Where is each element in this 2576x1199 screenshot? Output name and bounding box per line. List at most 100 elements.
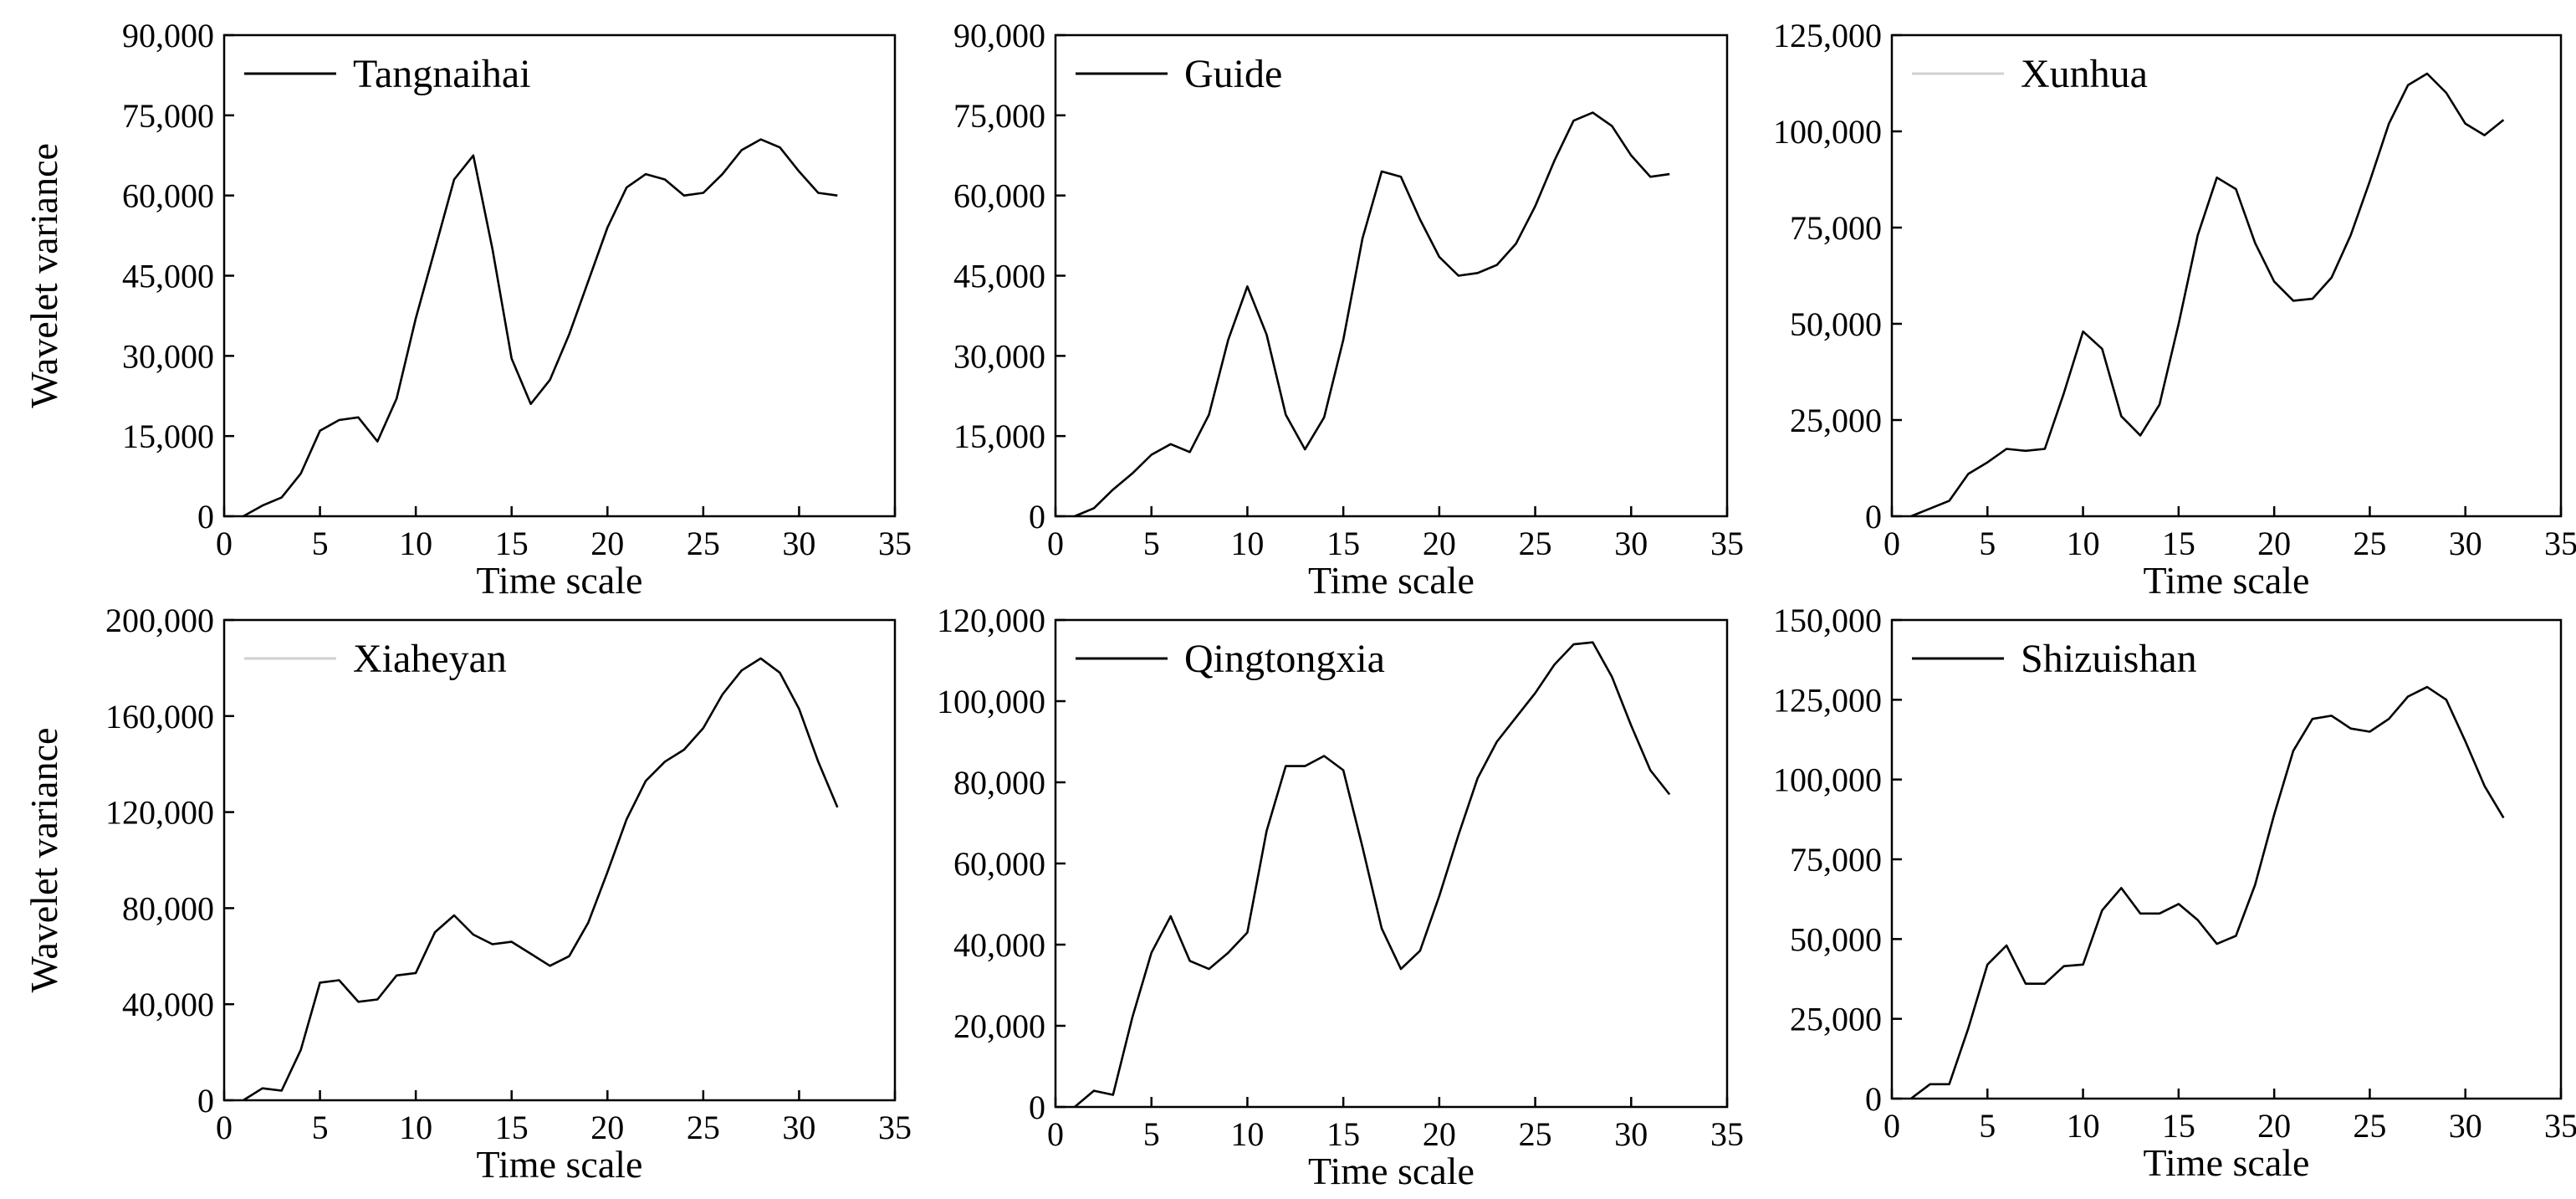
x-tick-label: 30 (782, 1109, 815, 1146)
y-tick-label: 0 (1865, 498, 1882, 535)
x-tick-label: 20 (590, 1109, 624, 1146)
x-tick-label: 30 (2449, 525, 2482, 562)
y-tick-label: 120,000 (937, 602, 1045, 639)
x-tick-label: 10 (2067, 1107, 2100, 1145)
x-axis-label: Time scale (1308, 559, 1475, 602)
x-tick-label: 30 (1614, 525, 1648, 562)
y-tick-label: 40,000 (953, 926, 1045, 964)
x-tick-label: 20 (2257, 525, 2291, 562)
y-tick-label: 20,000 (953, 1007, 1045, 1045)
x-tick-label: 5 (312, 1109, 329, 1146)
chart-panel-2: 0 5 10 15 20 25 30 35 0 15,000 30,000 45,000 60,000 7… (953, 17, 1744, 602)
x-tick-label: 30 (1614, 1115, 1648, 1153)
y-tick-label: 90,000 (122, 17, 214, 54)
y-tick-label: 45,000 (122, 258, 214, 295)
x-tick-label: 15 (2162, 1107, 2195, 1145)
x-tick-label: 0 (1883, 1107, 1900, 1145)
y-tick-label: 200,000 (105, 602, 214, 639)
y-tick-label: 150,000 (1773, 602, 1882, 639)
x-tick-label: 10 (1230, 1115, 1264, 1153)
x-tick-label: 0 (1047, 525, 1064, 562)
y-axis-label: Wavelet variance (23, 143, 65, 408)
y-tick-label: 100,000 (1773, 113, 1882, 151)
x-tick-label: 35 (2544, 525, 2576, 562)
x-tick-label: 20 (2257, 1107, 2291, 1145)
y-tick-label: 0 (1865, 1080, 1882, 1118)
chart-panel-3: 0 5 10 15 20 25 30 35 0 25,000 50,000 75,000 100,000… (1773, 17, 2576, 602)
x-tick-label: 15 (495, 1109, 529, 1146)
x-tick-label: 5 (1143, 1115, 1160, 1153)
x-axis-label: Time scale (477, 1143, 643, 1186)
plot-frame (1890, 33, 2563, 518)
y-tick-label: 0 (197, 498, 214, 535)
x-tick-label: 5 (1143, 525, 1160, 562)
y-tick-label: 60,000 (122, 177, 214, 215)
y-tick-label: 0 (197, 1082, 214, 1120)
x-tick-label: 35 (878, 525, 912, 562)
plot-frame (222, 618, 897, 1102)
x-tick-label: 10 (2067, 525, 2100, 562)
y-tick-label: 60,000 (953, 177, 1045, 215)
x-tick-label: 35 (1710, 1115, 1744, 1153)
x-tick-label: 0 (1883, 525, 1900, 562)
y-tick-label: 75,000 (953, 97, 1045, 135)
y-tick-label: 30,000 (953, 337, 1045, 375)
x-tick-label: 15 (495, 525, 529, 562)
x-tick-label: 35 (1710, 525, 1744, 562)
x-tick-label: 15 (1326, 525, 1360, 562)
y-tick-label: 45,000 (953, 258, 1045, 295)
y-tick-label: 100,000 (1773, 761, 1882, 799)
series-line-qingtongxia (1074, 641, 1671, 1108)
x-tick-label: 25 (687, 1109, 720, 1146)
x-tick-label: 20 (1423, 525, 1456, 562)
x-tick-label: 5 (1979, 1107, 1996, 1145)
x-tick-label: 30 (782, 525, 815, 562)
x-tick-label: 20 (1423, 1115, 1456, 1153)
x-tick-label: 25 (1519, 525, 1552, 562)
x-tick-label: 25 (2353, 1107, 2386, 1145)
chart-panel-1: 0 5 10 15 20 25 30 35 0 15,000 30,000 45,000 60,000 7… (23, 17, 912, 602)
x-tick-label: 25 (1519, 1115, 1552, 1153)
x-tick-label: 20 (590, 525, 624, 562)
x-tick-label: 15 (2162, 525, 2195, 562)
y-tick-label: 40,000 (122, 986, 214, 1023)
series-line-tangnaihai (243, 138, 838, 518)
x-tick-label: 35 (2544, 1107, 2576, 1145)
y-tick-label: 125,000 (1773, 681, 1882, 719)
x-tick-label: 0 (216, 525, 233, 562)
y-tick-label: 80,000 (122, 889, 214, 927)
x-tick-label: 5 (312, 525, 329, 562)
y-tick-label: 0 (1029, 498, 1045, 535)
legend-label: Xiaheyan (353, 637, 507, 681)
x-tick-label: 0 (1047, 1115, 1064, 1153)
y-tick-label: 15,000 (122, 418, 214, 455)
x-tick-label: 5 (1979, 525, 1996, 562)
y-tick-label: 0 (1029, 1089, 1045, 1126)
y-tick-label: 90,000 (953, 17, 1045, 54)
y-tick-label: 75,000 (1790, 209, 1882, 247)
x-tick-label: 35 (878, 1109, 912, 1146)
chart-panel-4: 0 5 10 15 20 25 30 35 0 40,000 80,000 120,000 160,00… (23, 602, 912, 1186)
y-tick-label: 25,000 (1790, 1001, 1882, 1038)
x-axis-label: Time scale (2144, 1141, 2310, 1184)
series-line-shizuishan (1910, 685, 2505, 1100)
series-line-xiaheyan (243, 657, 839, 1102)
y-tick-label: 75,000 (122, 97, 214, 135)
chart-panel-5: 0 5 10 15 20 25 30 35 0 20,000 40,000 60,000 80,000 1… (937, 602, 1744, 1192)
legend-label: Tangnaihai (353, 52, 531, 96)
y-axis-label: Wavelet variance (23, 728, 65, 993)
x-axis-label: Time scale (2144, 559, 2310, 602)
series-line-guide (1074, 111, 1670, 518)
x-tick-label: 10 (399, 1109, 432, 1146)
x-tick-label: 25 (2353, 525, 2386, 562)
y-tick-label: 50,000 (1790, 920, 1882, 958)
y-tick-label: 80,000 (953, 764, 1045, 802)
legend-label: Guide (1184, 52, 1282, 96)
y-tick-label: 50,000 (1790, 305, 1882, 343)
y-tick-label: 100,000 (937, 683, 1045, 720)
x-tick-label: 15 (1326, 1115, 1360, 1153)
legend-label: Xunhua (2021, 52, 2148, 96)
chart-panel-6: 0 5 10 15 20 25 30 35 0 25,000 50,000 75,000 100,000… (1773, 602, 2576, 1184)
